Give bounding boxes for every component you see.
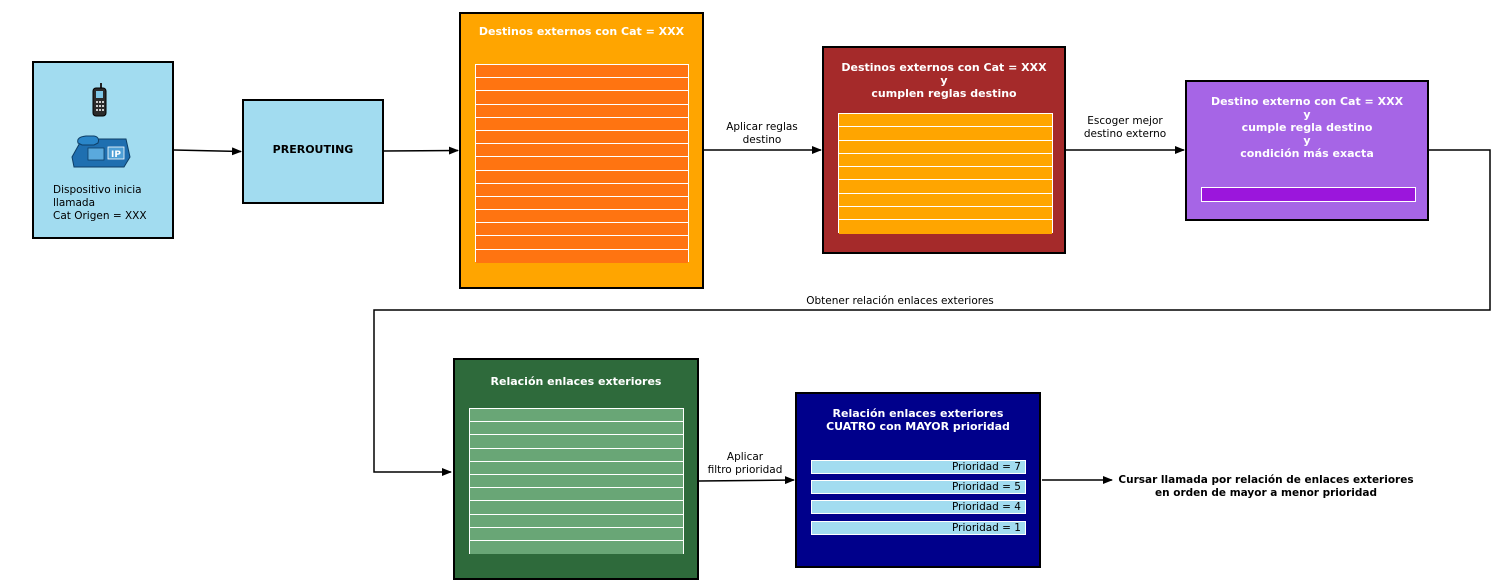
list-row: [470, 474, 683, 489]
destino-mejor-title-line-5: condición más exacta: [1240, 147, 1374, 160]
label-escoger-mejor-line-1: Escoger mejor: [1087, 115, 1163, 127]
list-row: [470, 435, 683, 449]
destino-mejor-title-line-2: y: [1303, 108, 1311, 121]
list-row: [476, 65, 688, 79]
arrow-mejor-to-relacion: [373, 149, 1491, 476]
destino-mejor-bar: [1201, 187, 1416, 202]
label-escoger-mejor-line-2: destino externo: [1083, 128, 1167, 140]
label-aplicar-reglas-line-1: Aplicar reglas: [726, 121, 798, 133]
device-text-line-3: Cat Origen = XXX: [53, 210, 147, 222]
relacion-cuatro-box: Relación enlaces exteriores CUATRO con M…: [795, 392, 1041, 568]
priority-bar: Prioridad = 5: [811, 480, 1026, 494]
list-row: [839, 153, 1052, 168]
list-row: [839, 127, 1052, 141]
list-row: [470, 514, 683, 528]
prerouting-label: PREROUTING: [272, 143, 354, 156]
list-row: [476, 78, 688, 92]
label-cursar-line-1: Cursar llamada por relación de enlaces e…: [1118, 474, 1414, 486]
relacion-cuatro-title-line-2: CUATRO con MAYOR prioridad: [826, 420, 1010, 433]
list-row: [470, 461, 683, 475]
list-row: [476, 130, 688, 145]
list-row: [476, 91, 688, 105]
arrow-prerouting-to-destinos: [383, 146, 459, 155]
list-row: [476, 144, 688, 158]
list-row: [470, 540, 683, 555]
arrow-relacion-to-cuatro: [698, 476, 795, 485]
label-aplicar-filtro-line-2: filtro prioridad: [707, 464, 783, 476]
list-row: [476, 236, 688, 250]
ip-phone-icon: IP: [71, 135, 131, 168]
list-row: [470, 422, 683, 436]
relacion-cuatro-title-line-1: Relación enlaces exteriores: [832, 407, 1004, 420]
destino-mejor-title-line-1: Destino externo con Cat = XXX: [1210, 95, 1404, 108]
relacion-box: Relación enlaces exteriores: [453, 358, 699, 580]
destino-mejor-box: Destino externo con Cat = XXX y cumple r…: [1185, 80, 1429, 221]
list-row: [476, 157, 688, 171]
priority-bar: Prioridad = 1: [811, 521, 1026, 535]
list-row: [839, 180, 1052, 194]
destinos-externos-box: Destinos externos con Cat = XXX: [459, 12, 704, 289]
destinos-externos-list: [475, 64, 689, 263]
list-row: [839, 140, 1052, 154]
relacion-list: [469, 408, 684, 555]
label-cursar-line-2: en orden de mayor a menor prioridad: [1154, 487, 1378, 499]
list-row: [839, 220, 1052, 234]
priority-bar: Prioridad = 4: [811, 500, 1026, 514]
list-row: [476, 170, 688, 184]
label-aplicar-filtro: Aplicar filtro prioridad: [700, 451, 790, 477]
label-cursar-llamada: Cursar llamada por relación de enlaces e…: [1108, 474, 1424, 500]
destino-mejor-title-line-3: cumple regla destino: [1241, 121, 1373, 134]
list-row: [470, 501, 683, 515]
destinos-reglas-box: Destinos externos con Cat = XXX y cumple…: [822, 46, 1066, 254]
list-row: [476, 249, 688, 263]
list-row: [476, 183, 688, 197]
list-row: [476, 223, 688, 237]
list-row: [476, 117, 688, 131]
list-row: [470, 409, 683, 423]
device-text-line-1: Dispositivo inicia: [53, 184, 142, 196]
label-aplicar-reglas: Aplicar reglas destino: [712, 121, 812, 147]
mobile-phone-icon: [92, 83, 107, 117]
destinos-reglas-title-line-1: Destinos externos con Cat = XXX: [841, 61, 1047, 74]
device-text-line-2: llamada: [53, 197, 96, 209]
device-text: Dispositivo inicia llamada Cat Origen = …: [53, 184, 147, 223]
list-row: [839, 193, 1052, 208]
label-escoger-mejor: Escoger mejor destino externo: [1070, 115, 1180, 141]
label-obtener-relacion: Obtener relación enlaces exteriores: [806, 295, 994, 307]
label-aplicar-reglas-line-2: destino: [742, 134, 782, 146]
destinos-reglas-title-line-2: y: [940, 74, 948, 87]
device-box: IP Dispositivo inicia llamada Cat Origen…: [32, 61, 174, 239]
list-row: [839, 207, 1052, 221]
destino-mejor-title-line-4: y: [1303, 134, 1311, 147]
destino-mejor-title: Destino externo con Cat = XXX y cumple r…: [1187, 95, 1427, 160]
destinos-reglas-list: [838, 113, 1053, 234]
list-row: [476, 196, 688, 211]
relacion-title: Relación enlaces exteriores: [490, 375, 662, 388]
list-row: [839, 167, 1052, 181]
label-aplicar-filtro-line-1: Aplicar: [726, 451, 764, 463]
ip-label: IP: [111, 150, 121, 160]
list-row: [476, 104, 688, 118]
relacion-cuatro-title: Relación enlaces exteriores CUATRO con M…: [797, 407, 1039, 433]
list-row: [839, 114, 1052, 128]
destinos-reglas-title-line-3: cumplen reglas destino: [871, 87, 1017, 100]
list-row: [470, 488, 683, 502]
priority-bar: Prioridad = 7: [811, 460, 1026, 474]
list-row: [476, 210, 688, 224]
list-row: [470, 448, 683, 462]
arrow-device-to-prerouting: [173, 147, 242, 156]
list-row: [470, 527, 683, 541]
prerouting-box: PREROUTING: [242, 99, 384, 204]
destinos-reglas-title: Destinos externos con Cat = XXX y cumple…: [824, 61, 1064, 100]
destinos-externos-title: Destinos externos con Cat = XXX: [478, 25, 685, 38]
